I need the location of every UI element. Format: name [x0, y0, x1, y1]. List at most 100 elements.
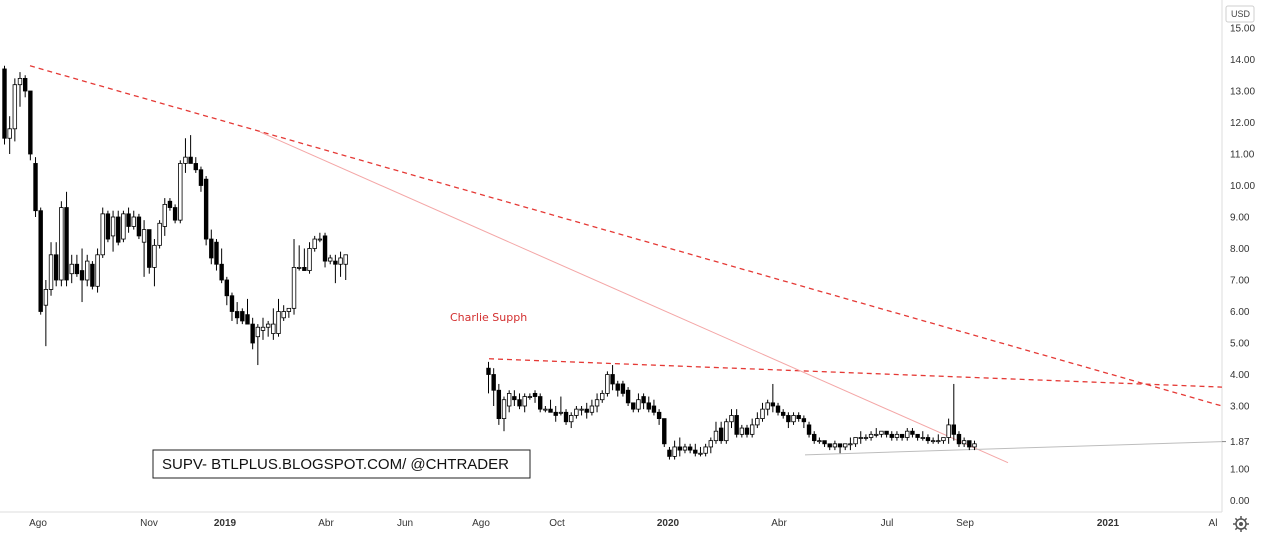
x-tick-label: Abr — [771, 518, 787, 529]
candle — [260, 317, 266, 340]
candle — [905, 428, 910, 441]
candle — [141, 220, 147, 277]
candle — [946, 418, 951, 444]
candle — [796, 412, 801, 422]
candle — [517, 393, 522, 410]
candle — [656, 409, 662, 425]
candle — [749, 418, 755, 438]
currency-badge[interactable] — [1225, 5, 1255, 23]
candle — [152, 239, 157, 287]
y-tick-label: 4.00 — [1230, 370, 1250, 381]
candle — [910, 428, 915, 438]
x-tick-label: Ago — [472, 518, 490, 529]
candle — [136, 213, 142, 240]
candle — [64, 191, 69, 287]
candle — [563, 409, 569, 425]
x-tick-label: 2019 — [214, 518, 237, 529]
candle — [605, 371, 610, 397]
candle — [672, 440, 677, 460]
candle — [110, 210, 116, 252]
watermark-box — [152, 449, 531, 479]
x-tick-label: Jul — [881, 518, 894, 529]
candle — [157, 220, 162, 249]
candle — [59, 201, 64, 287]
candle — [38, 207, 43, 315]
candle — [832, 440, 838, 451]
candle — [625, 387, 631, 406]
candle — [328, 254, 333, 265]
candle — [930, 437, 936, 444]
candle — [874, 428, 879, 438]
candle — [522, 393, 527, 413]
candle — [105, 210, 111, 243]
candle — [677, 437, 682, 457]
candles-layer — [2, 65, 977, 460]
candle — [265, 320, 271, 337]
trendlines-layer — [29, 65, 1223, 464]
candle — [28, 90, 33, 161]
candle — [178, 160, 183, 224]
candle — [951, 383, 956, 441]
candle — [43, 280, 49, 347]
candle — [806, 421, 812, 438]
candle — [100, 207, 105, 258]
y-tick-label: 8.00 — [1230, 244, 1250, 255]
y-tick-label: 14.00 — [1230, 55, 1255, 66]
y-tick-label: 5.00 — [1230, 339, 1250, 350]
x-tick-label: Jun — [397, 518, 413, 529]
candle — [333, 254, 338, 284]
candle — [837, 443, 843, 454]
candle — [579, 406, 584, 416]
gear-icon[interactable] — [1233, 516, 1249, 532]
labels-layer: Charlie Supph SUPV- BTLPLUS.BLOGSPOT.COM… — [152, 5, 1255, 532]
candle — [312, 235, 317, 252]
candle — [822, 440, 827, 447]
candle — [848, 437, 853, 451]
candle — [343, 254, 348, 280]
candle — [79, 248, 85, 303]
candle — [291, 239, 297, 315]
candle — [245, 298, 250, 325]
candle — [610, 365, 615, 391]
candle — [967, 440, 972, 451]
candle — [687, 443, 693, 454]
candle — [203, 176, 209, 246]
candle — [17, 72, 23, 107]
x-tick-label: Abr — [318, 518, 334, 529]
candle — [12, 78, 18, 142]
candle — [506, 390, 512, 413]
y-tick-label: 0.00 — [1230, 496, 1250, 507]
candle — [693, 443, 698, 457]
candle — [48, 242, 54, 296]
candle — [631, 402, 636, 413]
y-tick-label: 7.00 — [1230, 276, 1250, 287]
candle — [491, 368, 496, 406]
candle — [879, 430, 884, 438]
candle — [843, 443, 848, 451]
candle — [569, 412, 574, 429]
candle — [33, 157, 38, 217]
x-tick-label: Sep — [956, 518, 974, 529]
candle — [899, 433, 905, 441]
candle — [589, 399, 595, 416]
y-tick-label: 10.00 — [1230, 181, 1255, 192]
candle — [338, 251, 343, 277]
candle — [74, 254, 80, 277]
y-tick-label: 12.00 — [1230, 118, 1255, 129]
candle — [147, 229, 152, 274]
candle — [2, 65, 7, 145]
candle — [193, 157, 198, 173]
candle — [884, 430, 889, 438]
candle — [729, 409, 734, 429]
x-tick-label: Ago — [29, 518, 47, 529]
candle — [188, 135, 193, 164]
lower-resistance-line — [488, 358, 1223, 388]
candle — [925, 434, 931, 444]
y-tick-label: 13.00 — [1230, 87, 1255, 98]
x-tick-label: Al — [1209, 518, 1218, 529]
candle — [755, 412, 760, 429]
candle — [172, 204, 178, 224]
candle — [22, 75, 28, 98]
